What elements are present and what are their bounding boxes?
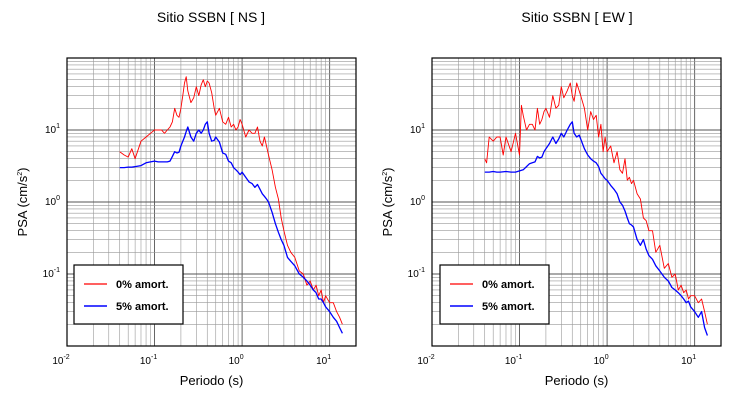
- x-axis-label: Periodo (s): [180, 373, 244, 388]
- x-tick-base: 10: [52, 356, 64, 367]
- x-tick-label: 10-2: [52, 354, 69, 367]
- x-tick-base: 10: [417, 356, 429, 367]
- series-line-undamped: [119, 76, 343, 325]
- y-axis-label-base: PSA (cm/s: [380, 175, 395, 236]
- y-axis-label: PSA (cm/s2): [380, 168, 395, 237]
- x-tick-label: 101: [316, 354, 331, 367]
- y-tick-base: 10: [410, 197, 422, 208]
- y-axis-label: PSA (cm/s2): [15, 168, 30, 237]
- y-tick-exp: 0: [421, 195, 425, 202]
- x-tick-exp: -1: [516, 354, 522, 361]
- y-tick-label: 10-1: [408, 267, 425, 280]
- y-tick-label: 100: [410, 195, 425, 208]
- y-axis-label-base: PSA (cm/s: [15, 175, 30, 236]
- x-tick-exp: -2: [428, 354, 434, 361]
- legend-label: 5% amort.: [116, 301, 169, 313]
- y-axis-label-exp: 2: [17, 172, 24, 176]
- legend-label: 0% amort.: [482, 279, 535, 291]
- x-tick-label: 100: [594, 354, 609, 367]
- x-tick-exp: -2: [63, 354, 69, 361]
- y-tick-base: 10: [43, 269, 55, 280]
- y-tick-exp: -1: [54, 267, 60, 274]
- series-line-damped: [484, 121, 709, 336]
- series-line-undamped: [484, 82, 708, 325]
- x-tick-label: 101: [681, 354, 696, 367]
- legend-box: [73, 264, 184, 325]
- y-tick-base: 10: [408, 269, 420, 280]
- legend: 0% amort. 5% amort.: [439, 264, 550, 325]
- y-axis-label-close: ): [15, 168, 30, 172]
- x-tick-label: 10-1: [140, 354, 157, 367]
- y-tick-label: 101: [45, 123, 60, 136]
- x-tick-exp: 0: [240, 354, 244, 361]
- x-tick-exp: 1: [327, 354, 331, 361]
- y-tick-label: 100: [45, 195, 60, 208]
- legend-label: 0% amort.: [116, 279, 169, 291]
- x-tick-base: 10: [229, 356, 241, 367]
- plot-frame: [66, 57, 357, 347]
- x-tick-base: 10: [681, 356, 693, 367]
- x-tick-exp: -1: [151, 354, 157, 361]
- grid: [66, 57, 357, 347]
- legend-box: [439, 264, 550, 325]
- x-tick-label: 10-1: [505, 354, 522, 367]
- y-tick-exp: 1: [421, 123, 425, 130]
- chart-title: Sitio SSBN [ EW ]: [521, 9, 632, 25]
- y-tick-exp: -1: [419, 267, 425, 274]
- y-tick-exp: 0: [56, 195, 60, 202]
- series-line-damped: [119, 121, 343, 334]
- y-tick-base: 10: [45, 125, 57, 136]
- x-axis-label: Periodo (s): [545, 373, 609, 388]
- y-tick-base: 10: [45, 197, 57, 208]
- y-tick-label: 101: [410, 123, 425, 136]
- y-axis-label-exp: 2: [382, 172, 389, 176]
- y-tick-base: 10: [410, 125, 422, 136]
- x-tick-label: 10-2: [417, 354, 434, 367]
- x-tick-base: 10: [140, 356, 152, 367]
- x-tick-exp: 1: [692, 354, 696, 361]
- x-tick-base: 10: [316, 356, 328, 367]
- y-axis-label-close: ): [380, 168, 395, 172]
- chart-title: Sitio SSBN [ NS ]: [157, 9, 265, 25]
- x-tick-base: 10: [505, 356, 517, 367]
- plot-frame: [431, 57, 722, 347]
- legend-label: 5% amort.: [482, 301, 535, 313]
- x-tick-label: 100: [229, 354, 244, 367]
- x-tick-exp: 0: [605, 354, 609, 361]
- y-tick-exp: 1: [56, 123, 60, 130]
- x-tick-base: 10: [594, 356, 606, 367]
- legend: 0% amort. 5% amort.: [73, 264, 184, 325]
- y-tick-label: 10-1: [43, 267, 60, 280]
